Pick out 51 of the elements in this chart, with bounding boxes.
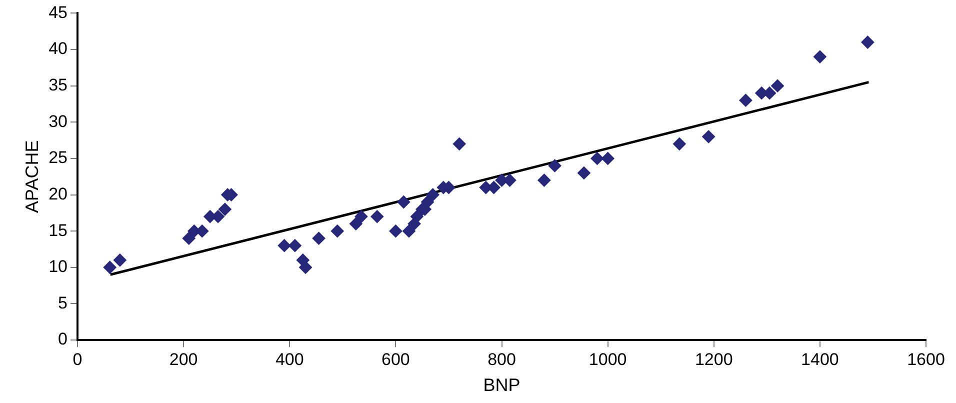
y-tick-label: 0 — [58, 330, 68, 349]
x-tick-label: 0 — [72, 350, 82, 369]
point — [421, 196, 434, 209]
point — [548, 159, 562, 172]
y-tick-label: 40 — [48, 39, 68, 58]
y-tick-label: 35 — [48, 76, 68, 95]
x-tick-label: 1000 — [588, 350, 627, 369]
point — [330, 224, 344, 238]
point — [590, 152, 604, 165]
point — [739, 94, 752, 107]
point — [601, 152, 614, 165]
point — [218, 202, 232, 216]
point — [182, 232, 196, 245]
point — [312, 232, 326, 245]
point — [278, 239, 291, 252]
point — [426, 188, 440, 202]
y-tick-label: 45 — [48, 2, 68, 22]
y-tick-label: 20 — [48, 184, 68, 204]
point — [354, 210, 368, 224]
y-tick-label: 30 — [48, 112, 68, 131]
y-tick-label: 5 — [58, 293, 68, 312]
point — [299, 260, 312, 274]
point — [288, 239, 302, 252]
point — [672, 137, 686, 150]
point — [813, 50, 826, 64]
point — [370, 210, 384, 224]
x-tick-label: 600 — [382, 350, 410, 369]
x-tick-label: 400 — [275, 350, 304, 369]
y-tick-label: 15 — [48, 220, 68, 240]
x-tick-label: 800 — [488, 350, 516, 369]
point — [397, 196, 410, 209]
x-tick-label: 200 — [169, 350, 198, 369]
x-axis-title: BNP — [483, 375, 520, 396]
point — [771, 79, 784, 92]
point — [861, 36, 874, 49]
point — [349, 217, 362, 230]
point — [702, 130, 716, 144]
y-tick-label: 25 — [48, 148, 68, 168]
y-axis-title: APACHE — [22, 140, 42, 213]
point — [103, 260, 116, 274]
point — [410, 210, 424, 224]
x-tick-label: 1400 — [801, 350, 839, 369]
point — [389, 224, 402, 238]
point — [452, 137, 466, 150]
point — [538, 174, 551, 187]
point — [402, 224, 416, 238]
x-tick-label: 1600 — [907, 350, 945, 369]
y-tick-label: 10 — [48, 257, 68, 276]
point — [577, 166, 590, 180]
x-tick-label: 1200 — [694, 350, 733, 369]
point — [113, 254, 126, 267]
